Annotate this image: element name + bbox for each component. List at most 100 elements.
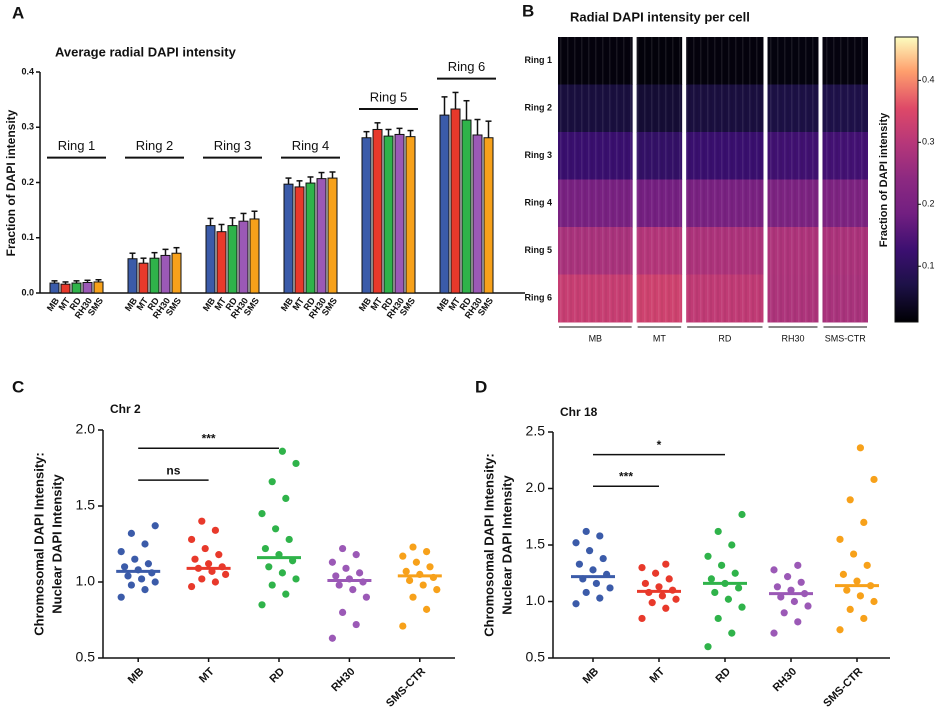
y-tick-label: 1.5 xyxy=(526,536,546,552)
y-tick-label: 0.4 xyxy=(21,66,34,76)
group-label: Ring 5 xyxy=(370,89,408,104)
point xyxy=(704,552,712,560)
point xyxy=(272,525,280,533)
colorbar-label: Fraction of DAPI intensity xyxy=(878,112,890,247)
point xyxy=(268,581,276,589)
y-axis-label: Nuclear DAPI Intensity xyxy=(49,474,64,614)
point xyxy=(728,541,736,549)
point xyxy=(198,517,206,525)
point xyxy=(328,634,336,642)
point xyxy=(141,586,149,594)
column-label: MT xyxy=(653,333,666,343)
y-tick-label: 1.0 xyxy=(526,592,546,608)
colorbar-tick-label: 0.2 xyxy=(922,199,935,209)
y-axis-label: Chromosomal DAPI Intensity: xyxy=(31,452,46,635)
point xyxy=(599,554,607,563)
point xyxy=(794,561,802,569)
point xyxy=(138,575,146,583)
texture xyxy=(558,37,633,322)
point xyxy=(572,600,580,608)
y-tick-label: 0.0 xyxy=(21,287,34,297)
point xyxy=(856,444,865,452)
point xyxy=(773,583,782,591)
point xyxy=(586,547,594,555)
colorbar-tick-label: 0.4 xyxy=(922,75,935,85)
point xyxy=(419,581,427,589)
column-label: SMS-CTR xyxy=(825,333,866,343)
significance-label: * xyxy=(657,438,662,452)
column-label: MB xyxy=(589,333,603,343)
point xyxy=(790,597,799,606)
panel-letter: B xyxy=(522,1,534,20)
bar xyxy=(383,135,394,294)
point xyxy=(127,529,135,537)
panel-letter: C xyxy=(12,377,24,396)
bar xyxy=(127,258,138,294)
point xyxy=(846,605,854,614)
x-tick-label: RH30 xyxy=(329,666,357,694)
texture xyxy=(767,37,819,322)
point xyxy=(589,566,597,574)
point xyxy=(426,563,434,571)
point xyxy=(198,575,206,583)
point xyxy=(638,564,646,572)
point xyxy=(711,588,719,597)
point xyxy=(658,592,667,600)
point xyxy=(575,560,584,568)
y-tick-label: 2.0 xyxy=(526,479,546,495)
group-label: Ring 3 xyxy=(214,138,252,153)
point xyxy=(860,614,868,623)
point xyxy=(662,604,670,612)
point xyxy=(797,578,805,586)
colorbar-tick-label: 0.1 xyxy=(922,261,935,271)
row-label: Ring 5 xyxy=(524,245,552,255)
point xyxy=(641,579,650,588)
bar xyxy=(249,218,260,294)
point xyxy=(292,459,300,468)
y-tick-label: 0.5 xyxy=(76,649,96,665)
point xyxy=(151,578,159,586)
point xyxy=(205,560,213,568)
x-tick-label: RH30 xyxy=(771,666,799,694)
point xyxy=(292,575,300,583)
y-tick-label: 1.5 xyxy=(76,497,96,513)
row-label: Ring 2 xyxy=(524,103,552,113)
bar xyxy=(450,108,461,294)
bar xyxy=(93,281,104,294)
bar xyxy=(472,134,483,294)
point xyxy=(268,478,276,486)
point xyxy=(335,581,343,589)
point xyxy=(278,569,286,577)
point xyxy=(843,586,851,594)
point xyxy=(328,558,336,566)
point xyxy=(672,595,680,603)
point xyxy=(339,544,347,553)
point xyxy=(282,494,290,502)
bar xyxy=(71,282,82,294)
bar xyxy=(394,133,405,294)
significance-label: *** xyxy=(202,431,216,445)
texture xyxy=(822,37,868,322)
colorbar-tick-label: 0.3 xyxy=(922,137,935,147)
point xyxy=(770,566,778,574)
x-tick-label: RD xyxy=(713,666,733,686)
bar xyxy=(316,178,327,294)
point xyxy=(863,561,871,569)
x-tick-label: MB xyxy=(126,666,147,687)
point xyxy=(117,593,125,601)
point xyxy=(728,629,736,637)
point xyxy=(349,586,357,594)
point xyxy=(222,570,230,579)
bar xyxy=(305,182,316,294)
group-label: Ring 4 xyxy=(292,138,330,153)
bar xyxy=(361,137,372,294)
point xyxy=(738,510,746,519)
point xyxy=(860,518,868,527)
point xyxy=(731,569,739,577)
point xyxy=(850,550,858,558)
bar xyxy=(216,231,227,294)
texture xyxy=(636,37,683,322)
point xyxy=(423,605,431,613)
chart-title: Average radial DAPI intensity xyxy=(55,44,237,59)
